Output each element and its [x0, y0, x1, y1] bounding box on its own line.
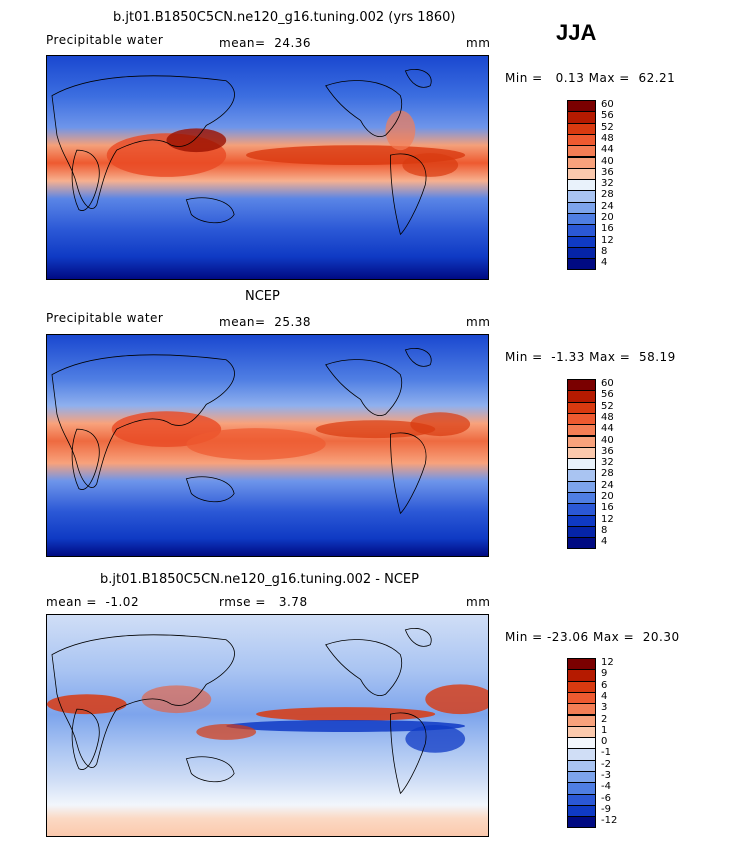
colorbar-label: 28	[601, 468, 614, 480]
panel-2-coastlines	[51, 348, 432, 515]
panel-2-mean: mean= 25.38	[219, 315, 312, 329]
panel-3-map-svg	[47, 615, 488, 836]
panel-2-warm-pool	[186, 428, 326, 460]
colorbar-label: -4	[601, 781, 611, 793]
panel-3-rmse: rmse = 3.78	[219, 595, 308, 609]
panel-1-mean: mean= 24.36	[219, 36, 312, 50]
colorbar-label: -2	[601, 758, 611, 770]
colorbar-label: 4	[601, 536, 608, 548]
colorbar-label: 6	[601, 679, 608, 691]
panel-3-minmax: Min = -23.06 Max = 20.30	[505, 630, 680, 644]
colorbar-label: 24	[601, 479, 614, 491]
colorbar-label: 40	[601, 434, 614, 446]
colorbar-label: 48	[601, 132, 614, 144]
panel-1-asia-peak	[166, 128, 227, 153]
colorbar-label: 4	[601, 257, 608, 269]
colorbar-label: 12	[601, 234, 614, 246]
colorbar-label: -1	[601, 747, 611, 759]
colorbar-label: -12	[601, 815, 618, 827]
colorbar-label: 56	[601, 110, 614, 122]
panel-1-mexico-warm	[385, 110, 416, 151]
colorbar-label: 3	[601, 702, 608, 714]
colorbar-label: 32	[601, 457, 614, 469]
colorbar-swatch	[567, 537, 596, 550]
colorbar-label: 40	[601, 155, 614, 167]
colorbar-label: 52	[601, 400, 614, 412]
panel-1-units: mm	[466, 36, 491, 50]
colorbar-label: 60	[601, 99, 614, 110]
colorbar-label: -6	[601, 792, 611, 804]
panel-3-itcz-cold	[226, 720, 466, 732]
panel-2-map	[46, 334, 489, 557]
panel-3-colorbar: 12 9 6 4 3 2 1 0 -1 -2 -3 -4 -6 -9 -12	[567, 657, 627, 830]
panel-1-atlantic-warm	[402, 153, 459, 177]
panel-2-atlantic-warm	[410, 412, 471, 437]
panel-2-title: NCEP	[245, 289, 280, 304]
colorbar-label: 8	[601, 245, 608, 257]
panel-3-coastlines	[51, 628, 432, 795]
panel-3-africa-warm	[47, 694, 127, 715]
panel-1-colorbar: 60 56 52 48 44 40 36 32 28 24 20 16 12 8 4	[567, 99, 627, 272]
panel-3-india-warm	[141, 685, 212, 714]
panel-2-minmax: Min = -1.33 Max = 58.19	[505, 350, 676, 364]
panel-3-atlantic-warm	[425, 684, 488, 715]
panel-3-title: b.jt01.B1850C5CN.ne120_g16.tuning.002 - …	[100, 572, 419, 587]
colorbar-label: 28	[601, 189, 614, 201]
colorbar-label: -9	[601, 803, 611, 815]
colorbar-label: 12	[601, 657, 614, 668]
panel-2-variable-label: Precipitable water	[46, 311, 164, 325]
panel-3-itcz-warm	[256, 707, 436, 722]
colorbar-label: 2	[601, 713, 608, 725]
colorbar-label: 24	[601, 200, 614, 212]
panel-1-coastlines	[51, 69, 432, 236]
colorbar-label: 20	[601, 212, 614, 223]
colorbar-label: 60	[601, 378, 614, 389]
colorbar-label: 16	[601, 502, 614, 514]
colorbar-label: 16	[601, 223, 614, 235]
colorbar-label: 36	[601, 445, 614, 457]
colorbar-label: 44	[601, 423, 614, 435]
season-label: JJA	[556, 20, 597, 45]
colorbar-label: 56	[601, 389, 614, 401]
panel-2-pacific-itcz	[315, 420, 436, 439]
panel-1-title: b.jt01.B1850C5CN.ne120_g16.tuning.002 (y…	[113, 10, 456, 25]
colorbar-label: 20	[601, 491, 614, 502]
panel-1-map-svg	[47, 56, 488, 279]
colorbar-label: 48	[601, 411, 614, 423]
colorbar-label: 4	[601, 690, 608, 702]
colorbar-label: 9	[601, 668, 608, 680]
colorbar-label: 36	[601, 166, 614, 178]
panel-1-variable-label: Precipitable water	[46, 33, 164, 47]
colorbar-swatch	[567, 816, 596, 829]
colorbar-label: 1	[601, 724, 608, 736]
panel-3-units: mm	[466, 595, 491, 609]
panel-2-colorbar: 60 56 52 48 44 40 36 32 28 24 20 16 12 8 4	[567, 378, 627, 551]
colorbar-swatch	[567, 258, 596, 271]
panel-2-units: mm	[466, 315, 491, 329]
colorbar-label: 0	[601, 736, 608, 748]
colorbar-label: -3	[601, 770, 611, 781]
panel-3-amazon-cold	[405, 725, 466, 753]
panel-2-map-svg	[47, 335, 488, 556]
colorbar-label: 52	[601, 121, 614, 133]
colorbar-label: 8	[601, 524, 608, 536]
panel-3-map	[46, 614, 489, 837]
colorbar-label: 32	[601, 178, 614, 190]
panel-1-map	[46, 55, 489, 280]
panel-1-minmax: Min = 0.13 Max = 62.21	[505, 71, 676, 85]
colorbar-label: 44	[601, 144, 614, 156]
colorbar-label: 12	[601, 513, 614, 525]
panel-3-maritime-warm	[196, 724, 257, 740]
panel-3-mean: mean = -1.02	[46, 595, 140, 609]
